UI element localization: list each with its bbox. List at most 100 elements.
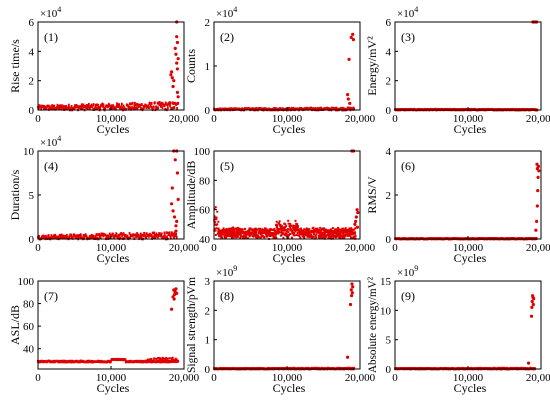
y-tick-label: 80	[199, 175, 211, 187]
data-point	[280, 225, 283, 228]
data-point	[164, 107, 167, 111]
data-point	[293, 225, 296, 228]
panel-4: 0 10,000 20,000 0 5 10 Cycles Duration/s ×104 (4)	[8, 134, 200, 265]
y-tick-label: 4	[29, 46, 35, 58]
outlier-point	[350, 282, 354, 286]
y-multiplier-label: ×104	[397, 5, 418, 20]
data-point	[260, 235, 263, 238]
data-point	[291, 230, 294, 233]
data-point	[229, 235, 232, 238]
panel-2: 0 10,000 20,000 0 1 2 Cycles Counts ×104 (2)	[184, 5, 376, 136]
data-point	[119, 105, 122, 109]
data-point	[219, 234, 222, 237]
data-point	[175, 102, 178, 106]
data-point	[177, 101, 180, 105]
multiplier-exponent: 9	[414, 264, 418, 273]
data-point	[171, 356, 174, 359]
data-point	[287, 234, 290, 237]
data-point	[131, 101, 134, 105]
data-point	[175, 232, 178, 236]
data-point	[254, 234, 257, 237]
data-point	[336, 228, 339, 231]
multiplier-base: ×10	[216, 267, 234, 279]
data-point	[57, 106, 59, 110]
y-tick-label: 5	[386, 335, 392, 347]
panel-label: (9)	[401, 289, 415, 303]
multiplier-exponent: 4	[233, 5, 237, 14]
data-point	[232, 227, 235, 230]
data-point	[158, 358, 161, 361]
data-point	[101, 232, 104, 236]
data-point	[166, 106, 169, 110]
data-point	[149, 101, 151, 105]
data-point	[128, 231, 131, 235]
outlier-point	[171, 84, 175, 89]
data-point	[263, 230, 266, 233]
outlier-point	[532, 297, 536, 301]
outlier-point	[351, 32, 355, 36]
data-point	[304, 228, 307, 231]
data-point	[90, 233, 93, 237]
data-point	[317, 234, 320, 237]
data-point	[108, 104, 111, 108]
data-point	[241, 235, 244, 238]
data-point	[253, 228, 256, 231]
data-point	[256, 236, 259, 239]
data-point	[224, 228, 227, 231]
data-point	[221, 233, 224, 236]
data-point	[53, 236, 56, 239]
data-point	[345, 230, 348, 233]
data-point	[213, 227, 216, 230]
x-tick-label: 10,000	[272, 113, 303, 125]
data-point	[37, 236, 40, 240]
data-point	[217, 230, 220, 233]
data-point	[121, 106, 124, 110]
data-point	[286, 228, 289, 231]
data-point	[79, 233, 82, 237]
data-point	[256, 228, 259, 231]
data-point	[59, 233, 61, 237]
outlier-point	[350, 294, 354, 298]
data-point	[250, 231, 253, 234]
data-point	[282, 236, 285, 239]
data-point	[102, 234, 105, 238]
y-axis-label: Duration/s	[8, 169, 22, 220]
outlier-point	[351, 38, 356, 42]
y-tick-label: 0	[205, 105, 211, 117]
outlier-point	[347, 57, 351, 62]
data-point	[85, 235, 88, 239]
data-point	[217, 229, 220, 232]
data-point	[221, 230, 224, 233]
data-point	[60, 105, 63, 109]
data-point	[165, 102, 168, 106]
data-point	[338, 236, 341, 239]
data-point	[306, 233, 309, 236]
data-point	[68, 236, 71, 240]
data-point	[172, 102, 175, 106]
data-point	[263, 236, 266, 239]
data-point	[163, 359, 166, 362]
data-point	[235, 230, 238, 233]
outlier-point	[176, 95, 180, 99]
data-point	[264, 228, 267, 231]
data-point	[152, 105, 155, 109]
data-point	[349, 229, 352, 232]
data-point	[341, 227, 344, 230]
data-point	[157, 234, 160, 237]
data-point	[265, 233, 268, 236]
data-point	[64, 105, 66, 108]
data-point	[287, 231, 290, 234]
x-tick-label: 10,000	[96, 242, 127, 254]
data-point	[130, 102, 133, 106]
data-point	[173, 231, 176, 235]
data-point	[261, 231, 264, 234]
data-point	[298, 230, 301, 233]
data-point	[155, 232, 158, 236]
data-point	[89, 107, 91, 111]
data-point	[290, 224, 293, 227]
y-multiplier-label: ×104	[40, 134, 61, 149]
data-point	[327, 229, 330, 232]
data-point	[279, 234, 282, 237]
data-point	[245, 231, 248, 234]
data-point	[148, 106, 150, 110]
